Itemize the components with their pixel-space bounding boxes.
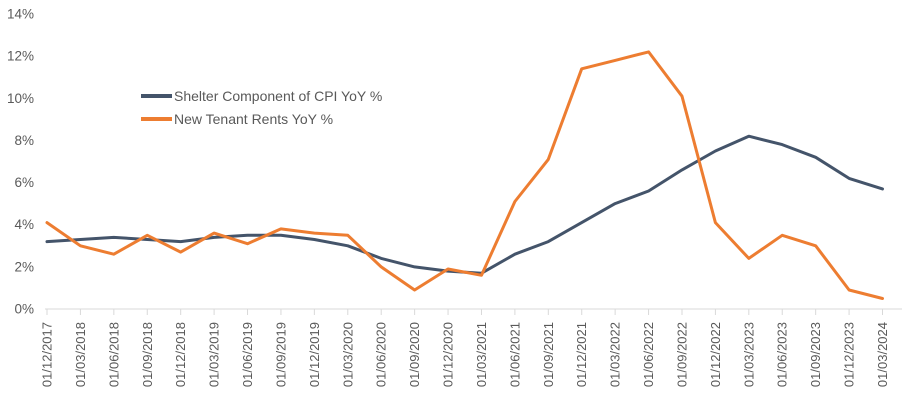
- x-axis-label: 01/03/2023: [741, 322, 756, 387]
- legend: Shelter Component of CPI YoY % New Tenan…: [141, 88, 382, 127]
- x-axis-label: 01/12/2021: [574, 322, 589, 387]
- legend-label-new-tenant-rents: New Tenant Rents YoY %: [174, 111, 334, 127]
- legend-label-shelter-cpi: Shelter Component of CPI YoY %: [174, 88, 383, 104]
- x-axis-label: 01/12/2020: [441, 322, 456, 387]
- y-axis-label: 10%: [7, 91, 34, 106]
- y-axis-label: 2%: [14, 259, 34, 274]
- x-axis-label: 01/03/2021: [474, 322, 489, 387]
- y-axis-label: 14%: [7, 7, 34, 22]
- x-axis-label: 01/12/2018: [173, 322, 188, 387]
- x-axis-label: 01/03/2022: [608, 322, 623, 387]
- x-axis-label: 01/06/2022: [641, 322, 656, 387]
- x-axis-label: 01/09/2023: [808, 322, 823, 387]
- series-line-new-tenant-rents: [45, 50, 884, 300]
- y-axis-label: 6%: [14, 175, 34, 190]
- y-axis-label: 8%: [14, 133, 34, 148]
- x-axis-label: 01/12/2022: [708, 322, 723, 387]
- x-axis-label: 01/03/2018: [73, 322, 88, 387]
- legend-item-shelter-cpi: Shelter Component of CPI YoY %: [141, 88, 382, 104]
- x-axis-label: 01/12/2017: [40, 322, 55, 387]
- x-axis-label: 01/09/2018: [140, 322, 155, 387]
- new-tenant-rents-line-swatch: [141, 117, 172, 121]
- y-axis-label: 0%: [14, 302, 34, 317]
- x-axis-label: 01/06/2019: [240, 322, 255, 387]
- x-axis-label: 01/12/2023: [842, 322, 857, 387]
- x-axis-label: 01/06/2023: [775, 322, 790, 387]
- y-axis-label: 12%: [7, 49, 34, 64]
- x-axis-label: 01/03/2020: [340, 322, 355, 387]
- x-axis-label: 01/09/2021: [541, 322, 556, 387]
- legend-item-new-tenant-rents: New Tenant Rents YoY %: [141, 111, 382, 127]
- x-axis-label: 01/09/2022: [674, 322, 689, 387]
- x-axis-label: 01/06/2018: [106, 322, 121, 387]
- x-axis-label: 01/03/2024: [875, 322, 890, 387]
- x-axis-label: 01/06/2020: [374, 322, 389, 387]
- y-axis-label: 4%: [14, 217, 34, 232]
- x-axis-label: 01/06/2021: [507, 322, 522, 387]
- x-axis-label: 01/09/2019: [273, 322, 288, 387]
- x-axis-label: 01/12/2019: [307, 322, 322, 387]
- x-axis-label: 01/03/2019: [207, 322, 222, 387]
- shelter-cpi-line-swatch: [141, 94, 172, 98]
- x-axis-label: 01/09/2020: [407, 322, 422, 387]
